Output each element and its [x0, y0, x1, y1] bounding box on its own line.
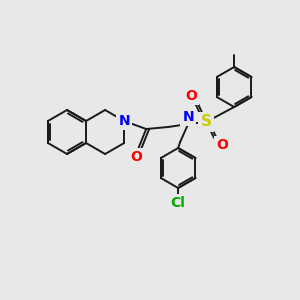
Text: N: N	[182, 110, 194, 124]
Text: O: O	[185, 89, 197, 103]
Text: O: O	[216, 138, 228, 152]
Text: N: N	[118, 114, 130, 128]
Text: S: S	[201, 115, 212, 130]
Text: O: O	[130, 150, 142, 164]
Text: Cl: Cl	[171, 196, 186, 210]
